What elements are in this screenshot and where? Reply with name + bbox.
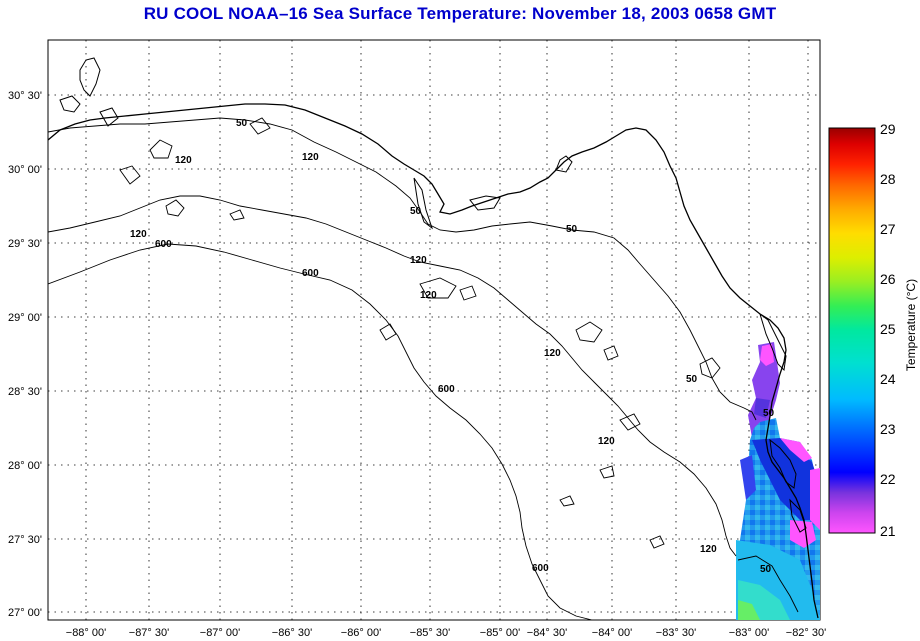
contour-label: 600 <box>155 239 172 250</box>
contour-label: 120 <box>598 436 615 447</box>
colorbar-tick: 29 <box>880 121 896 137</box>
contour-labels: 50 120 120 120 600 50 120 600 120 120 50… <box>130 118 775 575</box>
colorbar-tick: 22 <box>880 471 896 487</box>
contour-label: 120 <box>700 544 717 555</box>
lat-label: 29° 30' <box>8 238 42 250</box>
colorbar-tick: 23 <box>880 421 896 437</box>
lon-label: −85° 30' <box>410 627 450 639</box>
colorbar-ramp <box>828 127 876 534</box>
map-title: RU COOL NOAA–16 Sea Surface Temperature:… <box>143 4 777 23</box>
lat-label: 27° 30' <box>8 534 42 546</box>
contour-label: 50 <box>686 374 698 385</box>
contour-label: 120 <box>302 152 319 163</box>
lon-label: −85° 00' <box>480 627 520 639</box>
colorbar-label: Temperature (°C) <box>904 279 918 371</box>
lat-label: 30° 30' <box>8 90 42 102</box>
lon-label: −82° 30' <box>786 627 826 639</box>
contour-label: 120 <box>130 229 147 240</box>
lon-label: −83° 30' <box>656 627 696 639</box>
lon-label: −87° 30' <box>129 627 169 639</box>
colorbar-tick: 28 <box>880 171 896 187</box>
lat-label: 27° 00' <box>8 607 42 619</box>
bathymetry-contours <box>48 117 799 620</box>
contour-label: 120 <box>175 155 192 166</box>
contour-label: 50 <box>410 206 422 217</box>
lon-label: −87° 00' <box>200 627 240 639</box>
contour-label: 50 <box>566 224 578 235</box>
lat-label: 29° 00' <box>8 312 42 324</box>
colorbar-tick: 24 <box>880 371 896 387</box>
lat-label: 28° 00' <box>8 460 42 472</box>
lon-label: −88° 00' <box>66 627 106 639</box>
lat-label: 28° 30' <box>8 386 42 398</box>
lon-label: −83° 00' <box>729 627 769 639</box>
lon-label: −84° 30' <box>527 627 567 639</box>
colorbar-tick: 26 <box>880 271 896 287</box>
colorbar-tick: 25 <box>880 321 896 337</box>
sst-swath <box>736 342 820 620</box>
coastline <box>48 57 819 619</box>
colorbar-tick: 27 <box>880 221 896 237</box>
contour-label: 120 <box>420 290 437 301</box>
lon-label: −84° 00' <box>592 627 632 639</box>
contour-label: 120 <box>544 348 561 359</box>
contour-label: 50 <box>760 564 772 575</box>
contour-label: 120 <box>410 255 427 266</box>
plot-frame <box>47 39 821 621</box>
lat-label: 30° 00' <box>8 164 42 176</box>
colorbar: 29 28 27 26 25 24 23 22 21 Temperature (… <box>828 121 918 539</box>
contour-label: 600 <box>302 268 319 279</box>
contour-label: 600 <box>438 384 455 395</box>
longitude-labels: −88° 00' −87° 30' −87° 00' −86° 30' −86°… <box>66 627 826 639</box>
contour-label: 50 <box>763 408 775 419</box>
latitude-labels: 30° 30' 30° 00' 29° 30' 29° 00' 28° 30' … <box>8 90 42 619</box>
colorbar-tick: 21 <box>880 523 896 539</box>
lon-label: −86° 30' <box>272 627 312 639</box>
contour-label: 600 <box>532 563 549 574</box>
contour-label: 50 <box>236 118 248 129</box>
lon-label: −86° 00' <box>341 627 381 639</box>
